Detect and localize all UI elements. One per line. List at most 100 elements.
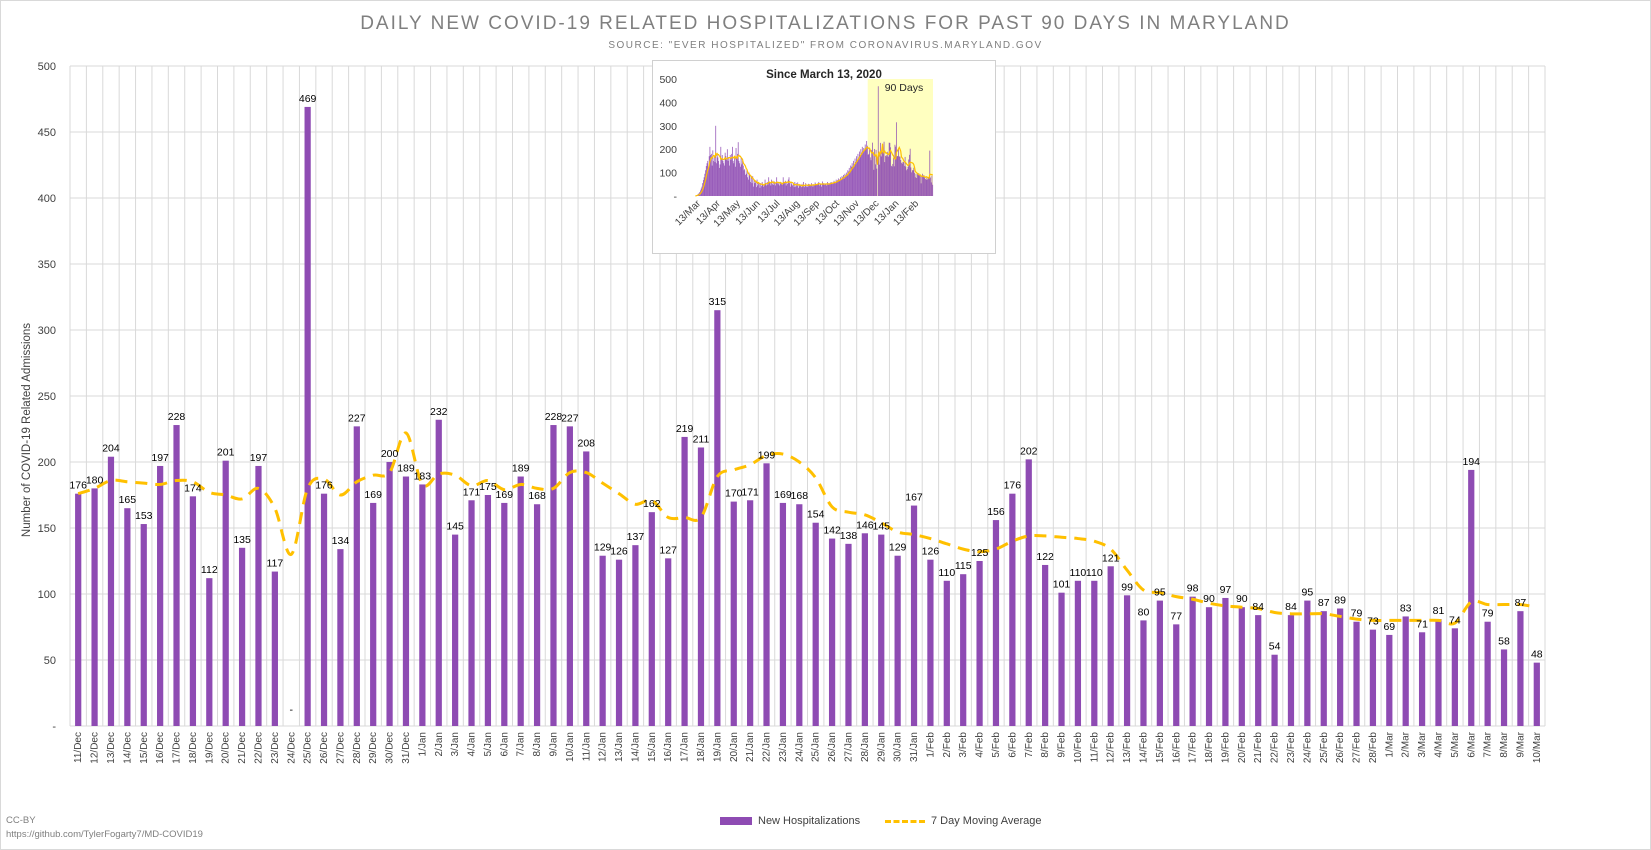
data-label: 129 [889, 542, 907, 554]
x-tick-label: 16/Jan [663, 732, 674, 762]
bar [878, 534, 885, 726]
inset-bar [736, 158, 738, 196]
inset-bar [792, 184, 794, 196]
bar [353, 426, 360, 726]
inset-bar [871, 149, 873, 196]
bar [550, 425, 557, 726]
bar [976, 561, 983, 726]
bar [91, 488, 98, 726]
data-label: 165 [119, 494, 137, 506]
inset-bar [751, 183, 753, 196]
inset-bar [862, 151, 864, 196]
y-tick-label: 100 [38, 589, 56, 601]
inset-bar [792, 185, 794, 196]
inset-bar [846, 174, 848, 196]
x-tick-label: 10/Jan [565, 732, 576, 762]
inset-bar [769, 183, 771, 196]
data-label: 127 [659, 544, 677, 556]
inset-bar [807, 187, 809, 196]
inset-bar [770, 185, 772, 196]
moving-average-line [77, 431, 1538, 626]
inset-bar [764, 179, 766, 196]
inset-bar [866, 141, 868, 196]
x-tick-label: 5/Mar [1450, 731, 1461, 757]
inset-bar [706, 163, 708, 196]
data-label: 135 [233, 534, 251, 546]
bar [1238, 607, 1245, 726]
inset-bar [730, 159, 732, 196]
inset-bar [848, 167, 850, 196]
inset-bar [732, 146, 733, 196]
bar [501, 502, 508, 726]
x-tick-label: 23/Jan [778, 732, 789, 762]
data-label: 71 [1416, 618, 1428, 630]
inset-bar [880, 156, 882, 196]
data-label: 48 [1531, 649, 1543, 661]
data-label: 232 [430, 406, 448, 418]
inset-bar [797, 182, 799, 196]
inset-bar [713, 157, 715, 196]
data-label: 174 [184, 482, 202, 494]
data-label: 89 [1334, 595, 1346, 607]
inset-bar [749, 174, 751, 196]
inset-bar [821, 186, 823, 196]
bar [107, 456, 115, 726]
inset-bar [919, 174, 921, 196]
data-label: 126 [610, 546, 628, 558]
data-label: 90 [1203, 593, 1215, 605]
inset-bar [858, 151, 860, 196]
x-tick-label: 4/Jan [467, 732, 478, 756]
bar [747, 500, 754, 726]
inset-bar [876, 168, 878, 196]
inset-bar [761, 186, 762, 196]
inset-bar [809, 185, 811, 196]
inset-bar [927, 179, 928, 196]
x-tick-label: 7/Jan [516, 732, 527, 756]
x-tick-label: 16/Dec [155, 732, 166, 764]
inset-bar [834, 181, 836, 196]
data-label: 112 [201, 564, 218, 576]
inset-bar [902, 161, 904, 196]
inset-bar [763, 186, 765, 196]
inset-bar [737, 153, 738, 196]
bar [1189, 596, 1196, 726]
inset-bar [826, 185, 828, 196]
inset-bar [847, 170, 849, 196]
bar [1025, 459, 1032, 726]
data-label: 153 [135, 510, 153, 522]
chart-subtitle: SOURCE: "EVER HOSPITALIZED" FROM CORONAV… [608, 40, 1043, 51]
data-label: 189 [512, 463, 530, 475]
data-label: 142 [823, 525, 841, 537]
inset-bar [910, 167, 912, 196]
inset-bar [931, 175, 933, 196]
y-tick-label: 150 [38, 523, 56, 535]
inset-bar [853, 160, 854, 196]
inset-bar [774, 181, 775, 196]
inset-bar [788, 177, 790, 196]
inset-bar [903, 165, 905, 196]
x-tick-label: 9/Mar [1515, 731, 1526, 757]
inset-bar [837, 180, 839, 196]
inset-bar [906, 169, 908, 196]
x-tick-label: 20/Dec [221, 732, 232, 764]
inset-bar [713, 160, 714, 196]
inset-bar [793, 187, 795, 196]
inset-bar [891, 166, 893, 196]
inset-bar [761, 181, 763, 196]
inset-bar [747, 179, 749, 196]
bar [370, 502, 377, 726]
x-tick-label: 14/Dec [122, 732, 133, 764]
x-tick-label: 30/Jan [893, 732, 904, 762]
inset-bar [901, 162, 902, 196]
inset-bar [833, 180, 835, 196]
y-tick-label: 250 [38, 391, 56, 403]
inset-bar [918, 173, 920, 196]
inset-moving-average-line [695, 143, 934, 197]
x-tick-label: 11/Jan [581, 732, 592, 761]
inset-bar [865, 149, 867, 196]
x-tick-label: 1/Mar [1384, 731, 1395, 757]
bar [533, 504, 541, 726]
data-label: 171 [741, 486, 759, 498]
x-tick-label: 18/Feb [1204, 732, 1215, 764]
